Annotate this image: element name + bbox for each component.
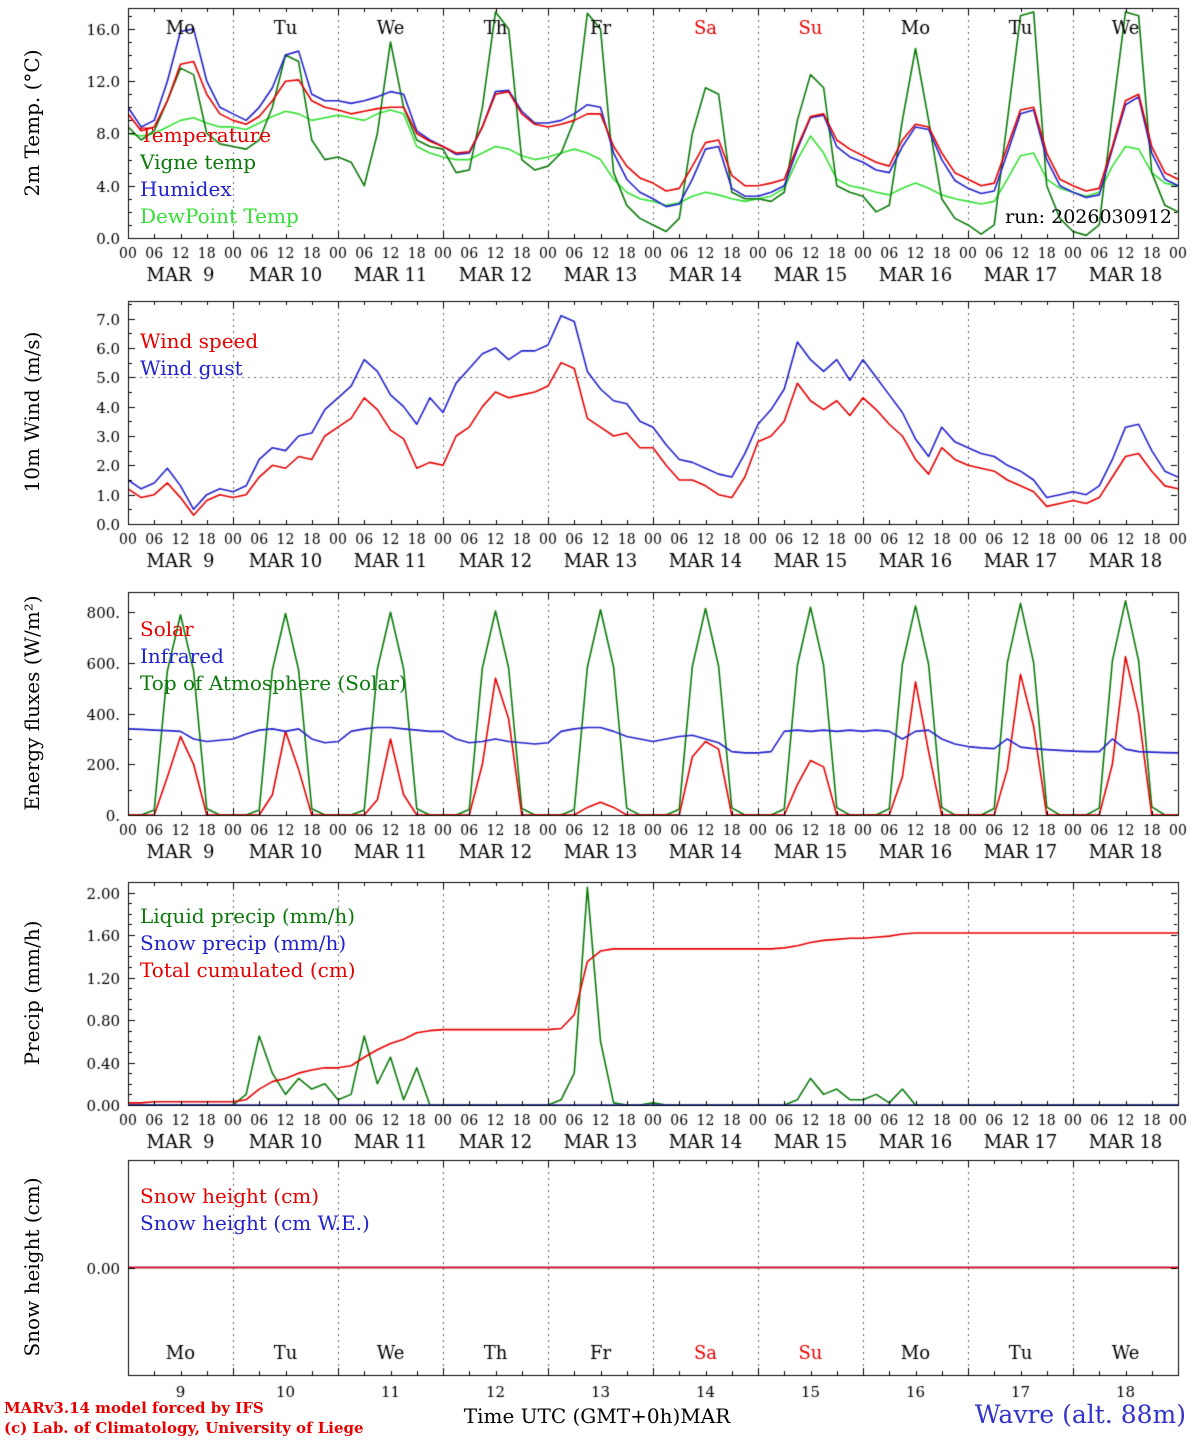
temperature-axis-title: 2m Temp. (°C) [20,49,44,197]
x-axis-title-text: Time UTC (GMT+0h) [463,1404,681,1428]
legend-item: Wind speed [140,329,259,353]
wind-axis-title: 10m Wind (m/s) [20,331,44,493]
legend-item: Snow height (cm W.E.) [140,1211,370,1235]
temperature-legend: Temperature Vigne temp Humidex DewPoint Tem… [140,122,299,230]
legend-item: Top of Atmosphere (Solar) [140,671,407,695]
precip-legend: Liquid precip (mm/h) Snow precip (mm/h) To… [140,903,356,984]
x-axis-title: Time UTC (GMT+0h)MAR [0,1404,1194,1428]
legend-item: Infrared [140,644,224,668]
legend-item: Snow precip (mm/h) [140,931,347,955]
legend-item: DewPoint Temp [140,204,299,228]
legend-item: Temperature [140,123,272,147]
snow-legend: Snow height (cm) Snow height (cm W.E.) [140,1183,370,1237]
legend-item: Humidex [140,177,232,201]
precip-axis-title: Precip (mm/h) [20,920,44,1066]
model-credits: MARv3.14 model forced by IFS (c) Lab. of… [4,1398,364,1438]
credit-line-1: MARv3.14 model forced by IFS [4,1399,264,1417]
run-label: run: 2026030912 [1005,206,1172,228]
wind-legend: Wind speed Wind gust [140,328,258,382]
legend-item: Solar [140,617,194,641]
energy-legend: Solar Infrared Top of Atmosphere (Solar) [140,616,407,697]
credit-line-2: (c) Lab. of Climatology, University of L… [4,1419,364,1437]
legend-item: Wind gust [140,356,243,380]
legend-item: Liquid precip (mm/h) [140,904,356,928]
legend-item: Snow height (cm) [140,1184,320,1208]
legend-item: Total cumulated (cm) [140,958,356,982]
station-label: Wavre (alt. 88m) [974,1400,1186,1429]
legend-item: Vigne temp [140,150,257,174]
x-axis-month-suffix: MAR [680,1404,731,1428]
snow-axis-title: Snow height (cm) [20,1177,44,1357]
energy-axis-title: Energy fluxes (W/m²) [20,595,44,811]
